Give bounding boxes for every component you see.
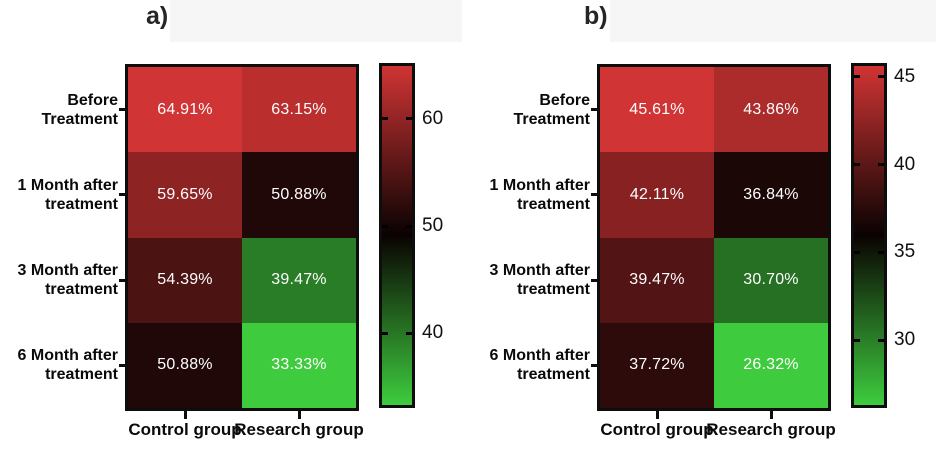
row-label: Before Treatment (513, 91, 590, 128)
row-label: 6 Month after treatment (17, 347, 118, 384)
colorbar-tick (854, 250, 860, 254)
colorbar-tick-labels: 45 40 35 30 (472, 0, 936, 451)
column-label: Research group (706, 420, 836, 439)
heatmap-cell: 37.72% (600, 322, 714, 408)
cell-value-label: 37.72% (629, 356, 685, 374)
axis-ticks (0, 0, 464, 451)
colorbar-tick (854, 338, 860, 342)
cell-value-label: 45.61% (629, 100, 685, 118)
row-label: 1 Month after treatment (489, 176, 590, 213)
panel-title-a: a) (146, 2, 169, 30)
colorbar-tick (878, 250, 884, 254)
cell-value-label: 36.84% (743, 185, 799, 203)
row-tick (119, 278, 128, 282)
row-tick (591, 278, 600, 282)
colorbar-tick (878, 338, 884, 342)
row-labels: Before Treatment 1 Month after treatment 3 M… (0, 0, 464, 451)
column-labels: Control group Research group (0, 0, 464, 451)
colorbar-tick (406, 117, 412, 121)
cell-value-label: 42.11% (629, 185, 685, 203)
row-label: 1 Month after treatment (17, 176, 118, 213)
cell-value-label: 59.65% (157, 185, 213, 203)
heatmap-cell: 64.91% (128, 67, 242, 153)
row-tick (591, 108, 600, 112)
cell-value-label: 43.86% (743, 100, 799, 118)
panel-title-b: b) (584, 2, 608, 30)
cell-value-label: 50.88% (271, 185, 327, 203)
heatmap-cell: 33.33% (242, 322, 356, 408)
colorbar-tick-label: 50 (422, 215, 444, 237)
cell-value-label: 39.47% (629, 271, 685, 289)
heatmap-cell: 50.88% (128, 322, 242, 408)
colorbar-tick (382, 331, 388, 335)
heatmap-cell: 50.88% (242, 152, 356, 238)
column-tick (183, 411, 187, 419)
heatmap-cell: 39.47% (600, 237, 714, 323)
heatmap-cell: 26.32% (714, 322, 828, 408)
colorbar-gradient (854, 66, 884, 405)
colorbar-tick-label: 60 (422, 107, 444, 129)
colorbar-tick (854, 75, 860, 79)
column-tick (769, 411, 773, 419)
row-tick (591, 193, 600, 197)
cell-value-label: 50.88% (157, 356, 213, 374)
row-tick (591, 363, 600, 367)
heatmap-cell: 63.15% (242, 67, 356, 153)
cell-value-label: 64.91% (157, 100, 213, 118)
row-label: Before Treatment (41, 91, 118, 128)
cell-value-label: 63.15% (271, 100, 327, 118)
heatmap-cell: 36.84% (714, 152, 828, 238)
column-label: Control group (600, 420, 714, 439)
row-label: 3 Month after treatment (17, 262, 118, 299)
cell-value-label: 54.39% (157, 271, 213, 289)
colorbar-tick (382, 224, 388, 228)
colorbar-tick (406, 331, 412, 335)
column-labels: Control group Research group (472, 0, 936, 451)
heatmap-cell: 43.86% (714, 67, 828, 153)
row-tick (119, 108, 128, 112)
colorbar-tick-label: 40 (894, 153, 916, 175)
cell-value-label: 33.33% (271, 356, 327, 374)
heatmap-panel-b: b) Before Treatment 1 Month after treatment… (472, 0, 936, 451)
row-tick (119, 363, 128, 367)
row-labels: Before Treatment 1 Month after treatment 3 M… (472, 0, 936, 451)
colorbar-tick (878, 163, 884, 167)
heatmap-cell: 59.65% (128, 152, 242, 238)
column-label: Research group (234, 420, 364, 439)
heatmap-cell: 45.61% (600, 67, 714, 153)
column-label: Control group (128, 420, 242, 439)
colorbar-tick-label: 40 (422, 322, 444, 344)
cell-value-label: 30.70% (743, 271, 799, 289)
heatmap-cell: 39.47% (242, 237, 356, 323)
colorbar-gradient (382, 66, 412, 405)
colorbar-tick (382, 117, 388, 121)
column-tick (655, 411, 659, 419)
colorbar-tick-label: 45 (894, 65, 916, 87)
heatmap-cell: 42.11% (600, 152, 714, 238)
title-band (170, 0, 462, 42)
colorbar-tick-labels: 60 50 40 (0, 0, 464, 451)
heatmap-panel-a: a) Before Treatment 1 Month after treatment… (0, 0, 464, 451)
colorbar-tick-label: 35 (894, 241, 916, 263)
cell-value-label: 39.47% (271, 271, 327, 289)
heatmap-grid: 45.61% 43.86% 42.11% 36.84% 39.47% 30.70% 37.7… (597, 64, 831, 411)
colorbar-tick (406, 224, 412, 228)
title-band (610, 0, 936, 42)
colorbar-tick (878, 75, 884, 79)
column-tick (297, 411, 301, 419)
colorbar (379, 63, 415, 408)
heatmap-grid: 64.91% 63.15% 59.65% 50.88% 54.39% 39.47% 50.8… (125, 64, 359, 411)
row-label: 6 Month after treatment (489, 347, 590, 384)
row-label: 3 Month after treatment (489, 262, 590, 299)
colorbar-tick-label: 30 (894, 329, 916, 351)
cell-value-label: 26.32% (743, 356, 799, 374)
heatmap-cell: 30.70% (714, 237, 828, 323)
row-tick (119, 193, 128, 197)
heatmap-cell: 54.39% (128, 237, 242, 323)
colorbar (851, 63, 887, 408)
colorbar-tick (854, 163, 860, 167)
axis-ticks (472, 0, 936, 451)
